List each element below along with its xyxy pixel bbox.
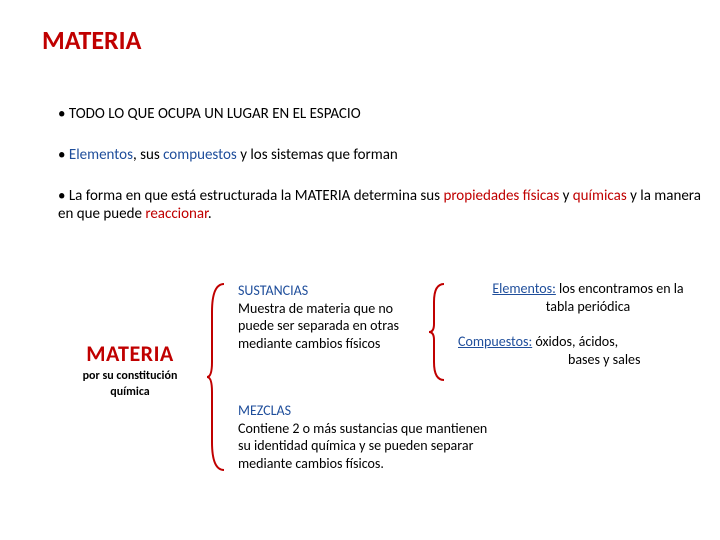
sustancias-body: Muestra de materia que no puede ser sepa… — [238, 300, 399, 352]
bullet-2-pre: • — [58, 146, 69, 164]
elementos-block: Elementos: los encontramos en la tabla p… — [458, 280, 718, 315]
bullet-1: • TODO LO QUE OCUPA UN LUGAR EN EL ESPAC… — [58, 105, 710, 124]
bracket-icon — [206, 282, 228, 472]
mezclas-body: Contiene 2 o más sustancias que mantiene… — [238, 420, 487, 472]
compuestos-body2: bases y sales — [458, 351, 640, 368]
elementos-label: Elementos: — [492, 280, 556, 297]
bullet-2: • Elementos, sus compuestos y los sistem… — [58, 146, 710, 165]
bullet-3-pre: • La forma en que está estructurada la M… — [58, 187, 443, 205]
bullet-3-dot: . — [208, 205, 212, 223]
right-column: Elementos: los encontramos en la tabla p… — [458, 280, 718, 368]
bullet-3-y: y — [559, 187, 573, 205]
bullet-2-elementos: Elementos — [69, 146, 133, 164]
bullet-3: • La forma en que está estructurada la M… — [58, 187, 710, 225]
materia-sub1: por su constitución — [60, 369, 200, 383]
materia-root: MATERIA por su constitución química — [60, 340, 200, 400]
bullet-2-post: y los sistemas que forman — [237, 146, 398, 164]
compuestos-block: Compuestos: óxidos, ácidos, bases y sale… — [458, 333, 718, 368]
bullet-3-prop: propiedades físicas — [443, 187, 559, 205]
elementos-body2: tabla periódica — [546, 298, 631, 315]
materia-sub2: química — [60, 385, 200, 399]
bullet-3-reac: reaccionar — [145, 205, 208, 223]
bracket-icon — [428, 282, 448, 382]
compuestos-body1: óxidos, ácidos, — [532, 333, 618, 350]
compuestos-label: Compuestos: — [458, 333, 532, 350]
mezclas-title: MEZCLAS — [238, 402, 291, 419]
bullet-2-mid: , sus — [133, 146, 163, 164]
mezclas-block: MEZCLAS Contiene 2 o más sustancias que … — [238, 402, 498, 472]
bullet-3-quim: químicas — [573, 187, 627, 205]
sustancias-title: SUSTANCIAS — [238, 282, 308, 299]
diagram-area: MATERIA por su constitución química SUST… — [0, 290, 720, 520]
page-title: MATERIA — [42, 24, 141, 56]
elementos-body1: los encontramos en la — [556, 280, 684, 297]
materia-label: MATERIA — [60, 340, 200, 367]
sustancias-block: SUSTANCIAS Muestra de materia que no pue… — [238, 282, 418, 352]
bullet-2-compuestos: compuestos — [163, 146, 237, 164]
bullet-list: • TODO LO QUE OCUPA UN LUGAR EN EL ESPAC… — [58, 105, 710, 246]
